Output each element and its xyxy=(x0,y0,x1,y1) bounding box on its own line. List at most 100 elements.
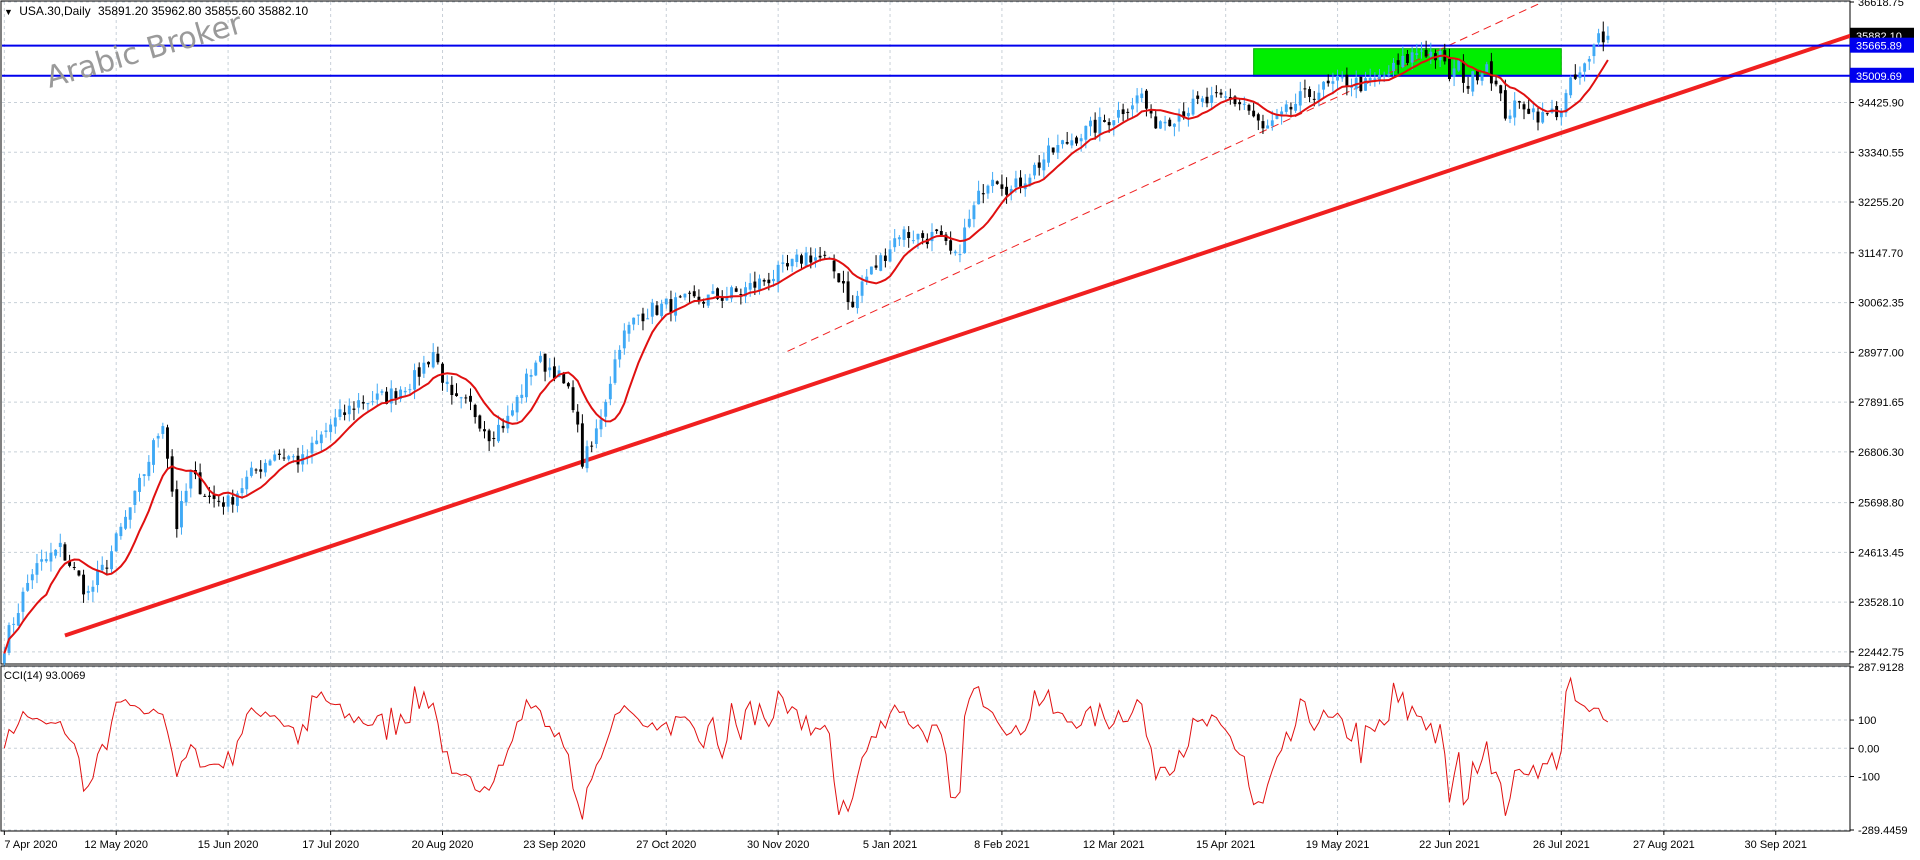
candle-body xyxy=(413,370,416,390)
candle-body xyxy=(436,353,440,363)
candle-body xyxy=(105,567,109,569)
candle-body xyxy=(1471,71,1475,92)
price-axis-label: 26806.30 xyxy=(1858,447,1904,459)
candle-body xyxy=(357,400,361,408)
candle-body xyxy=(1475,70,1479,81)
candle-body xyxy=(352,408,356,410)
candle-body xyxy=(221,502,225,507)
candle-body xyxy=(1545,113,1549,115)
candle-body xyxy=(744,287,747,297)
candle-body xyxy=(124,516,127,529)
candle-body xyxy=(800,255,803,264)
symbol-menu-icon[interactable]: ▼ xyxy=(4,7,13,17)
candle-body xyxy=(818,255,822,258)
candle-body xyxy=(1466,85,1470,89)
time-axis-label: 20 Aug 2020 xyxy=(412,839,474,851)
candle-body xyxy=(35,563,39,575)
candle-body xyxy=(1587,58,1591,62)
candle-body xyxy=(1312,98,1316,100)
candle-body xyxy=(860,281,864,296)
time-axis-label: 15 Apr 2021 xyxy=(1196,839,1255,851)
candle-body xyxy=(608,383,612,400)
channel-trendline[interactable] xyxy=(787,1,1543,352)
candle-body xyxy=(1517,101,1521,103)
candle-body xyxy=(683,293,687,298)
candle-body xyxy=(730,287,733,299)
candle-body xyxy=(949,240,953,251)
candle-body xyxy=(986,185,990,194)
candle-body xyxy=(576,411,580,425)
candle-body xyxy=(1452,68,1456,77)
candle-body xyxy=(879,255,883,271)
candle-body xyxy=(781,262,785,264)
candle-body xyxy=(1168,119,1172,127)
candle-body xyxy=(571,387,575,411)
candle-body xyxy=(142,474,146,476)
candle-body xyxy=(1117,109,1120,118)
candle-body xyxy=(711,291,715,294)
candle-body xyxy=(650,302,654,317)
candle-body xyxy=(417,367,421,377)
candle-body xyxy=(1103,120,1106,122)
candle-body xyxy=(1154,116,1158,129)
candle-body xyxy=(1592,44,1596,57)
candle-body xyxy=(30,574,34,581)
candle-body xyxy=(189,471,193,489)
candle-body xyxy=(110,551,113,570)
candle-body xyxy=(1396,60,1400,65)
candle-body xyxy=(897,237,901,240)
candle-body xyxy=(1527,108,1531,114)
candle-body xyxy=(287,456,291,460)
candle-body xyxy=(1573,74,1577,79)
candle-body xyxy=(459,397,463,399)
candle-body xyxy=(347,405,351,415)
candle-body xyxy=(520,394,524,398)
candle-body xyxy=(1480,73,1484,81)
candle-body xyxy=(599,419,603,430)
cci-line[interactable] xyxy=(3,676,1609,820)
candle-body xyxy=(119,526,123,537)
candle-body xyxy=(12,623,16,625)
candle-body xyxy=(1308,89,1312,98)
candle-body xyxy=(664,298,668,305)
candle-body xyxy=(543,353,547,372)
candle-body xyxy=(1033,164,1036,176)
candle-body xyxy=(967,218,971,227)
candle-body xyxy=(1042,159,1046,171)
price-axis-label: 33340.55 xyxy=(1858,147,1904,159)
candle-body xyxy=(1531,108,1535,113)
candle-body xyxy=(1261,121,1265,129)
candle-body xyxy=(1009,188,1013,194)
candle-body xyxy=(935,229,939,232)
candle-body xyxy=(245,476,249,490)
moving-average-line[interactable] xyxy=(3,54,1609,654)
candle-body xyxy=(483,429,486,432)
candle-body xyxy=(138,477,141,492)
candle-body xyxy=(21,591,25,612)
candle-body xyxy=(445,381,449,385)
candle-body xyxy=(674,297,678,316)
candle-body xyxy=(371,401,375,403)
chart-header: ▼ USA.30,Daily 35891.20 35962.80 35855.6… xyxy=(4,4,308,18)
candle-body xyxy=(212,494,216,499)
candle-body xyxy=(921,233,925,238)
candle-body xyxy=(380,391,384,393)
candle-body xyxy=(511,410,514,416)
candle-body xyxy=(1289,106,1293,110)
candle-body xyxy=(795,254,799,263)
price-axis-label: 27891.65 xyxy=(1858,397,1904,409)
candle-body xyxy=(16,613,20,626)
price-axis-label: 24613.45 xyxy=(1858,547,1904,559)
price-axis-label: 34425.90 xyxy=(1858,98,1904,110)
price-axis-label: 31147.70 xyxy=(1858,248,1903,260)
support-trendline[interactable] xyxy=(64,33,1851,638)
candle-body xyxy=(156,435,160,439)
candle-body xyxy=(1149,109,1153,114)
candle-body xyxy=(161,426,165,434)
candle-body xyxy=(548,367,552,371)
candle-body xyxy=(1214,92,1218,94)
price-axis-label: 30062.35 xyxy=(1858,298,1904,310)
candle-body xyxy=(1089,120,1092,127)
